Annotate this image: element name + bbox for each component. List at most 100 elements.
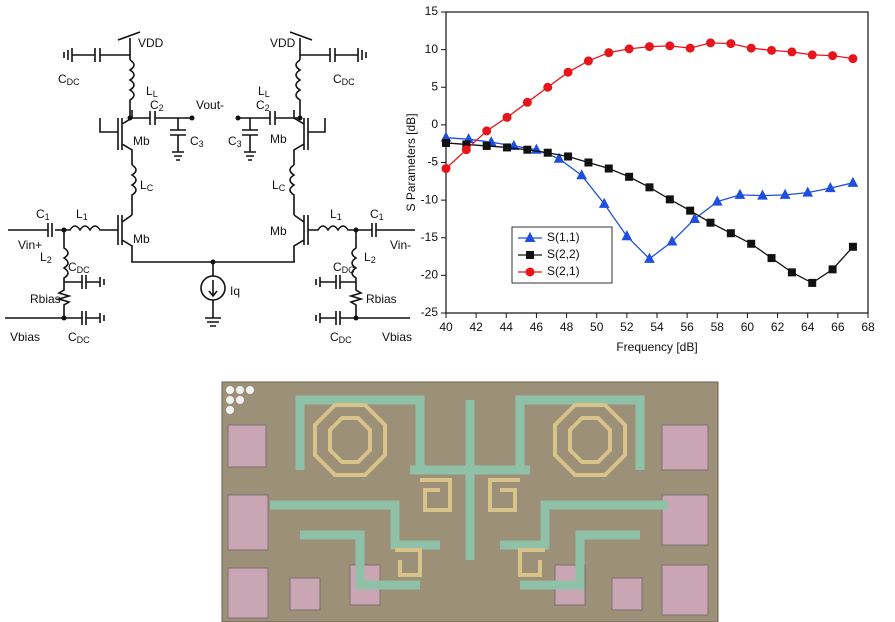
marker — [526, 268, 534, 276]
label-main: Iq — [230, 284, 240, 298]
marker — [564, 68, 572, 76]
component-label: L2 — [40, 250, 52, 265]
component-label: Rbias — [30, 292, 61, 306]
label-main: Mb — [133, 232, 150, 246]
y-tick-label: 5 — [431, 79, 438, 93]
component-label: Vout- — [196, 98, 224, 112]
label-sub: DC — [342, 265, 355, 275]
label-sub: DC — [342, 77, 355, 87]
label-main: Mb — [270, 224, 287, 238]
y-tick-label: -15 — [421, 230, 439, 244]
marker — [524, 146, 531, 153]
label-main: C — [68, 330, 77, 344]
y-tick-label: 0 — [431, 117, 438, 131]
marker — [686, 44, 694, 52]
component-label: CDC — [58, 72, 80, 87]
label-sub: 2 — [47, 255, 52, 265]
x-tick-label: 54 — [650, 320, 664, 334]
component-label: L1 — [330, 207, 342, 222]
marker — [808, 51, 816, 59]
x-tick-label: 66 — [831, 320, 845, 334]
marker — [829, 266, 836, 273]
marker — [483, 142, 490, 149]
label-sub: 1 — [83, 212, 88, 222]
x-tick-label: 56 — [680, 320, 694, 334]
marker — [577, 170, 586, 179]
component-label: L1 — [76, 207, 88, 222]
marker — [645, 43, 653, 51]
label-sub: C — [147, 183, 154, 193]
marker — [727, 40, 735, 48]
label-main: Mb — [270, 132, 287, 146]
label-main: C — [256, 98, 265, 112]
marker — [666, 42, 674, 50]
marker — [666, 196, 673, 203]
label-main: C — [150, 98, 159, 112]
component-label: Vbias — [10, 330, 40, 344]
label-main: C — [190, 134, 199, 148]
label-sub: 3 — [199, 139, 204, 149]
label-main: VDD — [138, 36, 164, 50]
marker — [788, 48, 796, 56]
label-sub: C — [279, 183, 286, 193]
schematic: VDDVDDCDCCDCLLLLC2C2Vout-C3C3MbMbLCLCMbM… — [5, 32, 415, 345]
y-tick-label: 15 — [425, 4, 439, 18]
marker — [523, 98, 531, 106]
component-label: VDD — [138, 36, 164, 50]
marker — [768, 46, 776, 54]
component-label: Vin- — [390, 238, 411, 252]
plot-frame — [446, 12, 868, 313]
marker — [527, 252, 534, 259]
y-tick-label: -5 — [427, 155, 438, 169]
label-sub: 1 — [337, 212, 342, 222]
marker — [849, 243, 856, 250]
component-label: Mb — [270, 224, 287, 238]
label-main: C — [36, 207, 45, 221]
label-main: C — [58, 72, 67, 86]
component-label: CDC — [333, 72, 355, 87]
label-sub: 1 — [379, 212, 384, 222]
component-label: Vin+ — [18, 238, 42, 252]
component-label: C1 — [370, 207, 384, 222]
marker — [442, 165, 450, 173]
marker — [747, 44, 755, 52]
x-axis-label: Frequency [dB] — [616, 340, 697, 354]
component-label: LL — [258, 84, 270, 99]
label-sub: 2 — [159, 103, 164, 113]
label-main: Rbias — [366, 292, 397, 306]
label-main: C — [333, 260, 342, 274]
label-main: Vbias — [382, 330, 412, 344]
marker — [443, 139, 450, 146]
component-label: C1 — [36, 207, 50, 222]
x-tick-label: 44 — [500, 320, 514, 334]
x-tick-label: 64 — [801, 320, 815, 334]
nodes — [62, 116, 359, 321]
x-tick-label: 62 — [771, 320, 785, 334]
label-sub: 2 — [265, 103, 270, 113]
marker — [687, 207, 694, 214]
label-sub: 3 — [237, 139, 242, 149]
x-tick-label: 50 — [590, 320, 604, 334]
label-sub: DC — [67, 77, 80, 87]
component-label: C3 — [190, 134, 204, 149]
component-label: L2 — [364, 250, 376, 265]
y-tick-label: -25 — [421, 305, 439, 319]
marker — [544, 149, 551, 156]
y-tick-label: -20 — [421, 268, 439, 282]
label-main: Vin- — [390, 238, 411, 252]
marker — [735, 190, 744, 199]
die-photo — [222, 382, 718, 622]
marker — [584, 57, 592, 65]
component-label: C2 — [150, 98, 164, 113]
label-sub: DC — [77, 335, 90, 345]
y-tick-label: 10 — [425, 42, 439, 56]
label-main: C — [228, 134, 237, 148]
marker — [605, 165, 612, 172]
component-label: Mb — [133, 134, 150, 148]
marker — [503, 113, 511, 121]
marker — [809, 279, 816, 286]
label-main: Vin+ — [18, 238, 42, 252]
component-label: VDD — [270, 36, 296, 50]
legend-label: S(2,1) — [547, 264, 580, 278]
